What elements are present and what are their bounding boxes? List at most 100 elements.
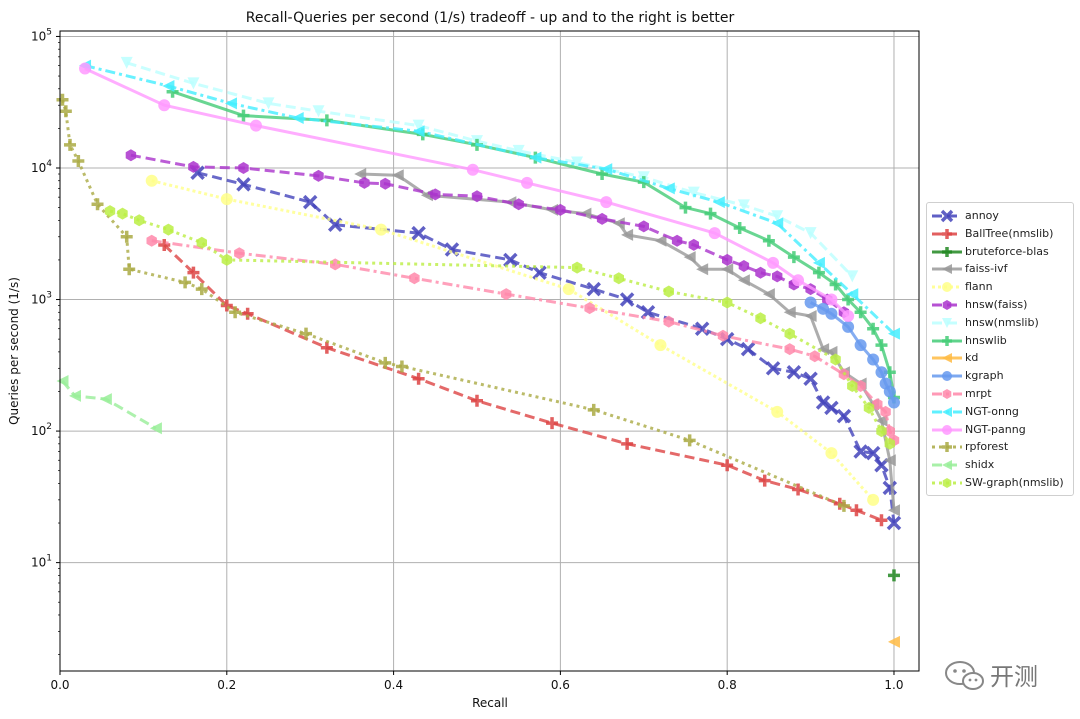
data-point-balltree-nmslib (850, 504, 863, 517)
series-shidx (56, 375, 162, 435)
data-point-faiss-ivf (737, 274, 750, 287)
data-point-shidx (149, 422, 162, 435)
series-sw-graph-nmslib (104, 205, 895, 450)
data-point-hnsw-nmslib (120, 56, 133, 69)
data-point-annoy (865, 445, 881, 461)
data-point-annoy (824, 400, 839, 416)
data-point-hnsw-faiss (772, 270, 783, 283)
data-point-balltree-nmslib (792, 483, 805, 496)
data-point-bruteforce-blas (887, 569, 900, 582)
data-point-rpforest (120, 230, 133, 243)
data-point-hnsw-faiss (755, 266, 766, 279)
data-point-hnsw-faiss (238, 162, 249, 174)
legend-swatch-marker (942, 389, 952, 399)
series-line-sw-graph-nmslib (109, 209, 892, 445)
data-point-ngt-panng (466, 163, 479, 176)
data-point-rpforest (229, 306, 242, 319)
data-point-sw-graph-nmslib (571, 261, 583, 274)
data-point-kgraph (804, 296, 817, 309)
data-point-hnswlib (679, 201, 692, 214)
data-point-hnsw-nmslib (312, 105, 325, 118)
legend-item-shidx: shidx (927, 457, 1073, 475)
data-point-hnsw-faiss (555, 203, 566, 216)
data-point-hnsw-nmslib (687, 186, 700, 199)
data-point-flann (654, 339, 667, 352)
data-point-mrpt (884, 425, 895, 438)
data-point-faiss-ivf (762, 288, 775, 301)
legend-swatch-marker (942, 246, 952, 257)
legend-swatch-marker (942, 264, 952, 275)
data-point-hnsw-faiss (596, 212, 608, 225)
data-point-rpforest (56, 93, 69, 106)
legend-item-hnsw-faiss: hnsw(faiss) (927, 297, 1073, 315)
legend-swatch-faiss-ivf (932, 264, 962, 275)
legend-item-annoy: annoy (927, 208, 1073, 226)
data-point-hnsw-nmslib (412, 119, 425, 132)
legend-item-kgraph: kgraph (927, 368, 1073, 386)
data-point-hnsw-nmslib (771, 210, 784, 223)
data-point-kgraph (825, 307, 838, 320)
data-point-kgraph (875, 366, 888, 379)
data-point-faiss-ivf (875, 414, 888, 427)
data-point-annoy (327, 217, 343, 233)
data-point-hnswlib (237, 109, 250, 122)
series-layer (56, 56, 902, 648)
legend-item-mrpt: mrpt (927, 386, 1073, 404)
series-ngt-panng (79, 62, 855, 322)
data-point-rpforest (837, 499, 850, 512)
x-tick-label: 0.2 (217, 678, 236, 692)
data-point-flann (825, 447, 838, 460)
legend-item-hnsw-nmslib: hnsw(nmslib) (927, 315, 1073, 333)
data-point-hnswlib (733, 221, 746, 234)
data-point-mrpt (872, 398, 883, 411)
data-point-rpforest (123, 263, 136, 276)
data-point-annoy (786, 365, 802, 380)
data-point-balltree-nmslib (412, 372, 425, 385)
legend-item-ngt-onng: NGT-onng (927, 404, 1073, 422)
data-point-ngt-panng (708, 227, 721, 240)
legend-item-bruteforce-blas: bruteforce-blas (927, 244, 1073, 262)
data-point-mrpt (409, 272, 420, 285)
data-point-faiss-ivf (654, 234, 667, 247)
data-point-sw-graph-nmslib (134, 214, 145, 227)
data-point-hnsw-faiss (380, 177, 391, 190)
data-point-balltree-nmslib (470, 394, 483, 407)
data-point-balltree-nmslib (241, 307, 254, 320)
data-point-balltree-nmslib (621, 437, 634, 450)
data-point-rpforest (91, 198, 104, 211)
data-point-sw-graph-nmslib (613, 272, 624, 285)
data-point-rpforest (179, 276, 192, 289)
y-tick-label: 102 (31, 422, 52, 438)
data-point-annoy (236, 177, 251, 192)
legend-swatch-marker (940, 209, 954, 223)
data-point-sw-graph-nmslib (117, 207, 128, 220)
data-point-faiss-ivf (887, 504, 900, 517)
data-point-faiss-ivf (883, 454, 896, 467)
y-tick-label: 104 (31, 159, 52, 175)
legend-swatch-marker (942, 406, 952, 417)
legend-swatch-rpforest (932, 442, 962, 453)
legend-item-faiss-ivf: faiss-ivf (927, 261, 1073, 279)
data-point-rpforest (72, 155, 85, 168)
legend-swatch-marker (942, 282, 952, 293)
data-point-hnsw-nmslib (846, 270, 859, 283)
legend-item-balltree-nmslib: BallTree(nmslib) (927, 226, 1073, 244)
data-point-annoy (886, 515, 902, 531)
data-point-flann (220, 193, 233, 206)
data-point-rpforest (683, 434, 696, 447)
data-point-faiss-ivf (804, 309, 817, 322)
series-line-shidx (61, 380, 157, 430)
series-flann (145, 174, 880, 506)
data-point-faiss-ivf (621, 228, 634, 241)
data-point-balltree-nmslib (158, 238, 171, 251)
legend-swatch-sw-graph-nmslib (932, 478, 962, 488)
data-point-faiss-ivf (612, 217, 625, 230)
data-point-flann (867, 493, 880, 506)
legend-label: mrpt (965, 387, 992, 400)
legend-swatch-marker (942, 478, 952, 488)
data-point-sw-graph-nmslib (884, 437, 895, 450)
x-tick-label: 0.4 (384, 678, 403, 692)
data-point-hnsw-faiss (638, 220, 649, 233)
data-point-rpforest (300, 327, 313, 340)
data-point-sw-graph-nmslib (876, 425, 887, 438)
